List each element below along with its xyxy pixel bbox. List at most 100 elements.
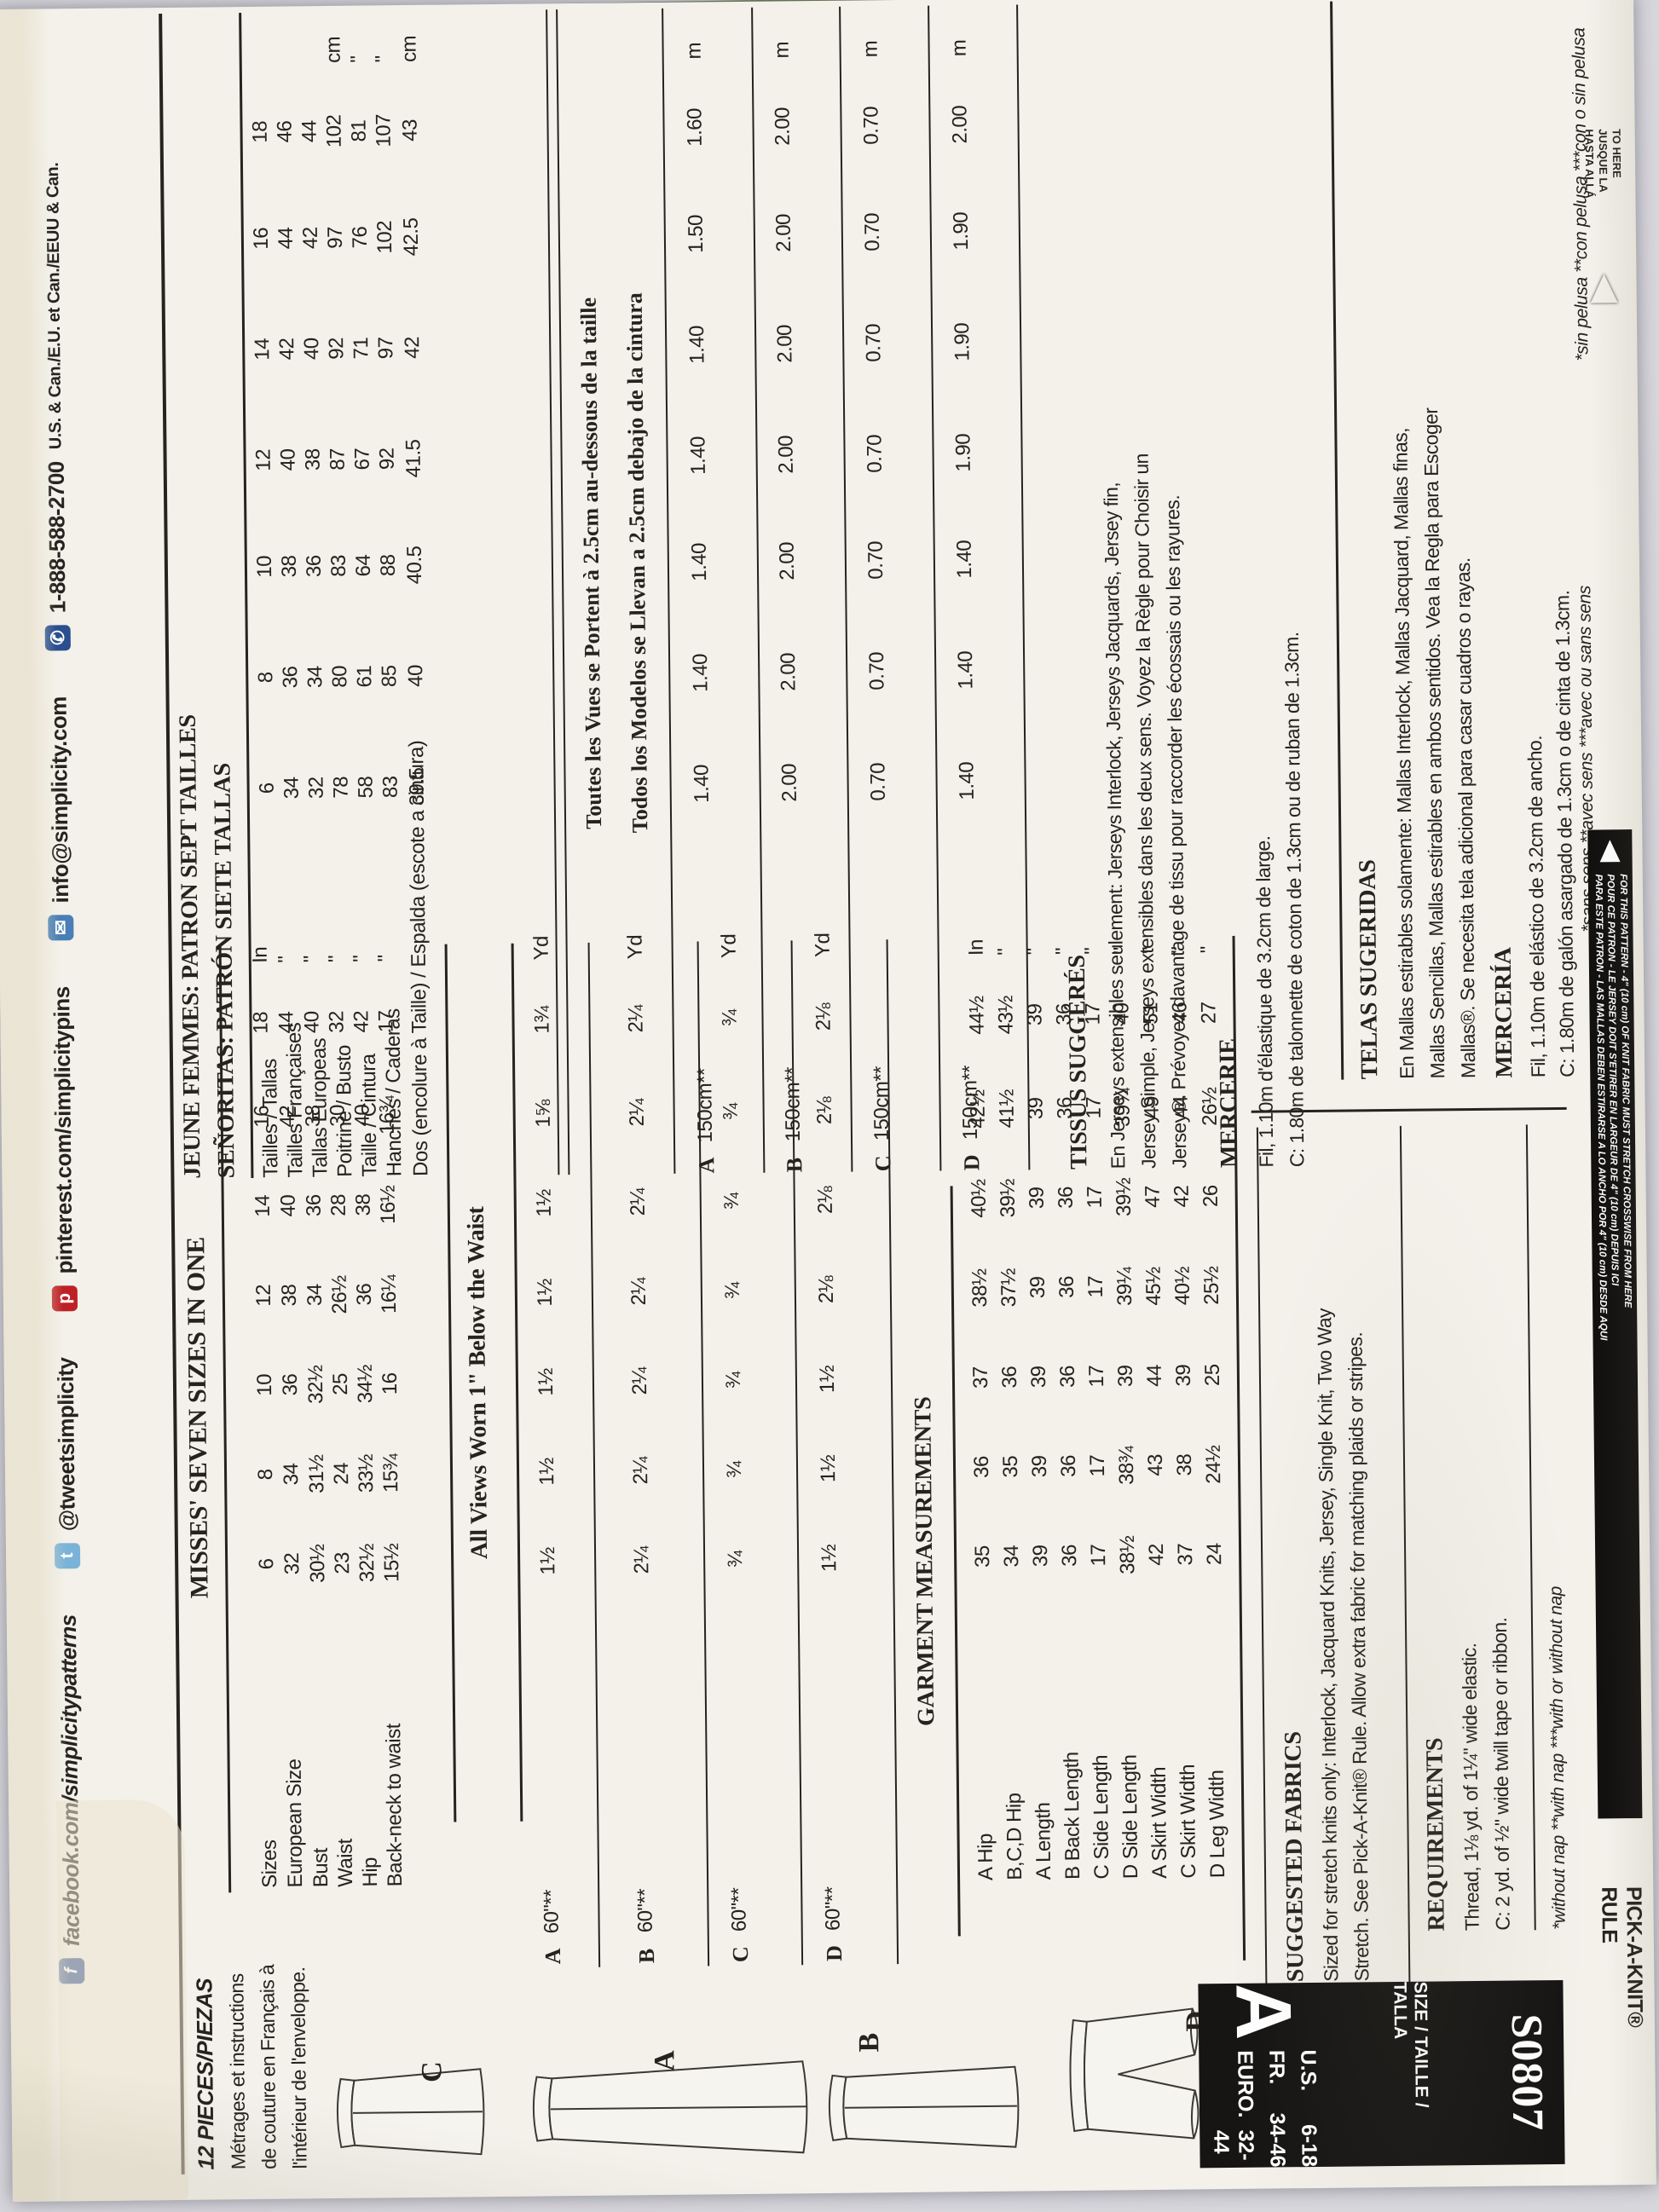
social-strip: f facebook.com/simplicitypatterns t @twe… bbox=[34, 14, 89, 1984]
table-cell: 2⅛ bbox=[814, 1275, 839, 1304]
table-cell: 39 bbox=[1026, 1366, 1051, 1389]
gauge-outline-arrow-icon bbox=[1590, 274, 1618, 303]
table-cell: ¾ bbox=[722, 1461, 747, 1478]
table-cell: 0.70 bbox=[863, 434, 887, 473]
table-cell: 2.00 bbox=[772, 324, 797, 363]
table-cell: 39 bbox=[1025, 1187, 1049, 1210]
table-cell: 58 bbox=[354, 776, 378, 799]
table-cell: 1.40 bbox=[952, 540, 977, 579]
table-cell: ¾ bbox=[721, 1372, 746, 1389]
table-cell: 2¼ bbox=[625, 1098, 649, 1127]
table-cell: 1.40 bbox=[690, 764, 714, 803]
all-views-note: All Views Worn 1" Below the Waist bbox=[462, 1206, 494, 1560]
table-cell: 35 bbox=[998, 1455, 1023, 1478]
table-cell: 44 bbox=[274, 227, 298, 250]
table-cell: 1.40 bbox=[686, 436, 710, 475]
table-cell: 36 bbox=[1056, 1454, 1081, 1477]
table-cell: 40 bbox=[300, 338, 324, 361]
table-cell: 39 bbox=[1028, 1545, 1053, 1568]
pick-a-knit-rule-label: PICK-A-KNIT® RULE bbox=[1597, 1886, 1647, 2028]
view-letter: B bbox=[782, 1158, 807, 1173]
tissus-heading: TISSUS SUGGÉRÉS bbox=[1063, 955, 1093, 1170]
rule-fabrics-top bbox=[1256, 1127, 1268, 1984]
table-cell: 38 bbox=[301, 448, 325, 471]
size-ranges: U.S. 6-18 FR. 34-46 EURO. 32-44 bbox=[1207, 2049, 1321, 2168]
table-cell: 36 bbox=[1055, 1365, 1080, 1388]
fabric-width: 60"** bbox=[633, 1888, 657, 1933]
en-yardage-row: A 60"** 1½ 1½ 1½ 1½ 1½ 1⅝ 1¾ Yd bbox=[520, 3, 569, 2196]
unit-cell: " bbox=[1022, 948, 1046, 956]
row-label: Tailles Françaises bbox=[282, 1022, 308, 1178]
table-cell: 2⅛ bbox=[812, 1002, 835, 1031]
row-label: A Skirt Width bbox=[1147, 1766, 1172, 1880]
table-cell: 0.70 bbox=[866, 762, 890, 801]
table-cell: 24 bbox=[1202, 1543, 1227, 1566]
table-cell: 107 bbox=[372, 113, 396, 147]
table-cell: 97 bbox=[374, 337, 398, 360]
table-cell: 37 bbox=[1173, 1543, 1198, 1566]
table-cell: 1½ bbox=[535, 1547, 560, 1575]
table-cell: 39 bbox=[1024, 1097, 1048, 1120]
view-c-sketch bbox=[336, 2068, 485, 2156]
table-cell: 102 bbox=[373, 220, 397, 254]
table-cell: 36 bbox=[1054, 1187, 1078, 1209]
table-cell: 92 bbox=[375, 448, 399, 471]
table-cell: 36 bbox=[279, 666, 303, 689]
table-cell: 38½ bbox=[1115, 1535, 1140, 1575]
unit-cell: Yd bbox=[529, 935, 553, 961]
table-cell: 39¼ bbox=[1113, 1267, 1137, 1307]
pinterest-icon: p bbox=[51, 1285, 78, 1312]
table-cell: 40.5 bbox=[402, 546, 427, 585]
requirements-heading: REQUIREMENTS bbox=[1421, 1737, 1450, 1932]
table-cell: 34 bbox=[1000, 1545, 1024, 1568]
unit-cell: " bbox=[1196, 946, 1220, 954]
fabric-width: 150cm** bbox=[958, 1065, 983, 1141]
size-range: 6-18 bbox=[1297, 2123, 1321, 2168]
table-cell: 46 bbox=[273, 120, 297, 143]
table-cell: 1½ bbox=[532, 1189, 556, 1217]
garment-heading: GARMENT MEASUREMENTS bbox=[910, 1396, 940, 1727]
table-cell: 37½ bbox=[997, 1268, 1021, 1308]
suggested-fabrics-line1: Sized for stretch knits only: Interlock,… bbox=[1313, 1308, 1343, 1982]
table-cell: ¾ bbox=[720, 1193, 743, 1210]
suggested-fabrics-heading: SUGGESTED FABRICS bbox=[1280, 1731, 1309, 1983]
twitter-icon: t bbox=[54, 1543, 81, 1569]
table-cell: 1¾ bbox=[530, 1006, 554, 1034]
row-label: Tallas Europeas bbox=[307, 1037, 332, 1178]
table-cell: 1½ bbox=[534, 1368, 558, 1396]
table-cell: 2¼ bbox=[627, 1366, 652, 1395]
row-label: Taille / Cintura bbox=[356, 1054, 382, 1177]
view-letter: B bbox=[633, 1949, 660, 1964]
table-cell: 1.40 bbox=[687, 542, 712, 581]
table-cell: 0.70 bbox=[861, 323, 886, 362]
table-cell: 71 bbox=[350, 337, 373, 360]
table-cell: 1⅝ bbox=[531, 1100, 555, 1128]
unit-cell: cm bbox=[321, 36, 345, 64]
table-cell: 76 bbox=[348, 226, 373, 249]
table-cell: 45½ bbox=[1142, 1267, 1166, 1306]
table-cell: 2⅛ bbox=[813, 1186, 837, 1215]
table-cell: 27 bbox=[1197, 1002, 1221, 1025]
table-cell: 12 bbox=[251, 448, 275, 471]
rule-allviews-top bbox=[444, 944, 457, 1822]
table-cell: 40 bbox=[276, 448, 300, 471]
table-cell: 39½ bbox=[996, 1178, 1020, 1218]
table-cell: 88 bbox=[376, 554, 401, 577]
unit-cell: " bbox=[371, 55, 395, 63]
table-cell: 43½ bbox=[994, 995, 1018, 1035]
gauge-instructions: FOR THIS PATTERN - 4" (10 cm) OF KNIT FA… bbox=[1593, 874, 1633, 1341]
unit-cell: Yd bbox=[717, 933, 741, 959]
table-cell: 34 bbox=[280, 777, 303, 800]
table-cell: 18 bbox=[248, 120, 272, 143]
table-cell: 78 bbox=[329, 776, 353, 799]
table-cell: 44 bbox=[1142, 1364, 1167, 1387]
gauge-bar: FOR THIS PATTERN - 4" (10 cm) OF KNIT FA… bbox=[1587, 829, 1643, 1819]
table-cell: 1.90 bbox=[951, 433, 975, 472]
size-range: 32-44 bbox=[1209, 2129, 1258, 2161]
table-cell: 39 bbox=[1027, 1455, 1052, 1478]
table-cell: 2¼ bbox=[627, 1277, 651, 1306]
table-cell: 2.00 bbox=[948, 105, 972, 144]
french-heading-line2: SEÑORITAS: PATRÓN SIETE TALLAS bbox=[209, 763, 240, 1179]
